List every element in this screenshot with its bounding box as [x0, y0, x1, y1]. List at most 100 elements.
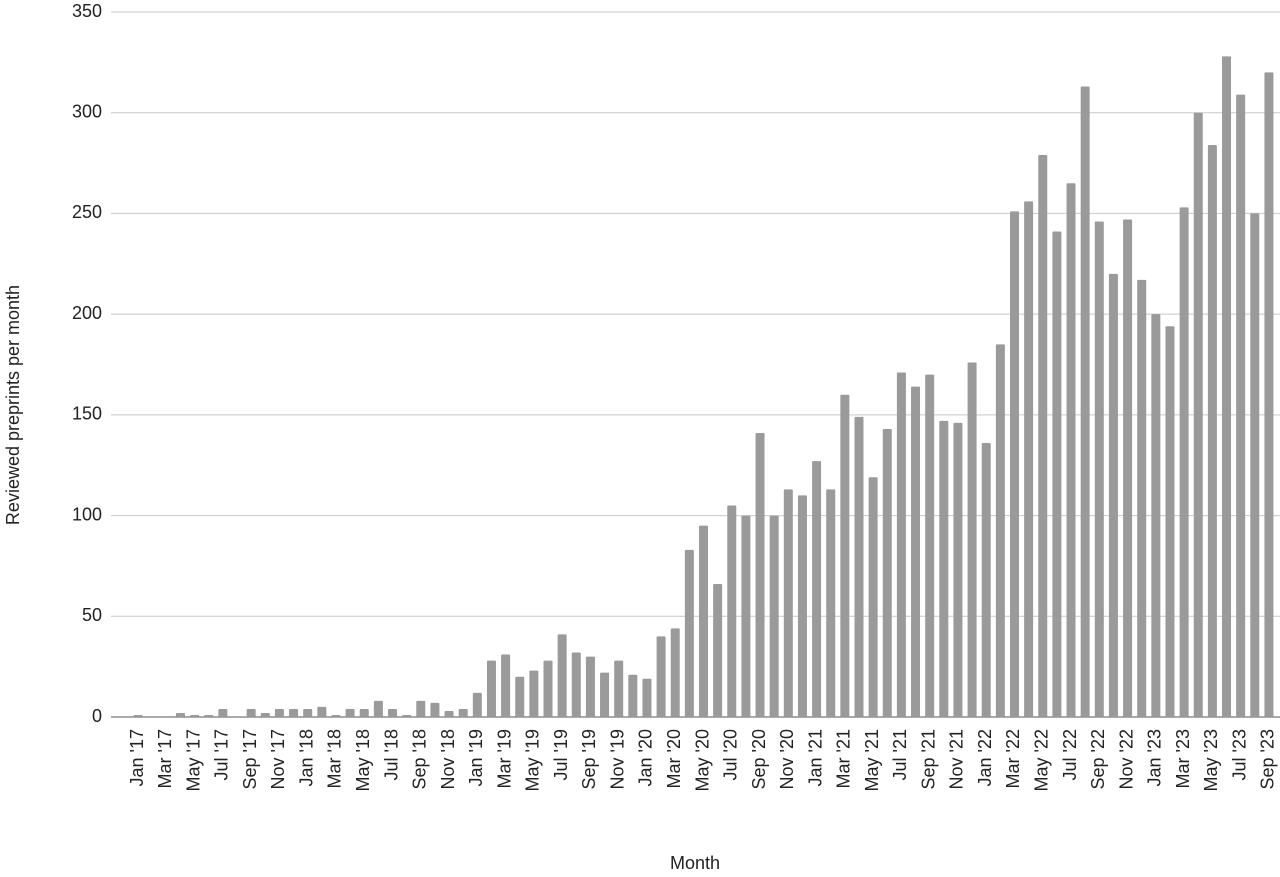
y-tick-label: 0 [92, 706, 102, 726]
bar [1038, 155, 1048, 717]
x-tick-label: Sep '22 [1088, 729, 1108, 790]
bar [769, 515, 779, 717]
bar [175, 712, 185, 717]
x-tick-label: May '17 [183, 729, 203, 791]
x-tick-label: May '20 [692, 729, 712, 791]
bar [1151, 314, 1161, 717]
bar [911, 386, 921, 717]
bar [882, 428, 892, 717]
bar [642, 678, 652, 717]
bar [1179, 207, 1189, 717]
bar [812, 461, 822, 717]
y-tick-label: 250 [72, 202, 102, 222]
y-axis-title: Reviewed preprints per month [3, 285, 23, 525]
bar [670, 628, 680, 717]
x-tick-label: Jul '23 [1229, 729, 1249, 780]
y-tick-label: 300 [72, 101, 102, 121]
x-tick-label: Nov '22 [1116, 729, 1136, 789]
bar [656, 636, 666, 717]
x-tick-label: Jan '21 [805, 729, 825, 786]
y-tick-label: 50 [82, 605, 102, 625]
bar [783, 489, 793, 717]
bar [246, 708, 256, 717]
x-tick-label: Mar '22 [1003, 729, 1023, 788]
bar [1165, 326, 1175, 717]
bar [190, 714, 200, 717]
x-tick-label: Jan '17 [127, 729, 147, 786]
bar [1137, 279, 1147, 717]
bar [501, 654, 511, 717]
x-tick-label: Sep '18 [410, 729, 430, 790]
x-tick-label: Sep '17 [240, 729, 260, 790]
bar [699, 525, 708, 717]
bar [727, 505, 737, 717]
bar [741, 515, 751, 717]
bar [967, 362, 977, 717]
bar [995, 344, 1005, 717]
x-tick-label: Jul '22 [1060, 729, 1080, 780]
bar [529, 670, 539, 717]
y-tick-label: 100 [72, 504, 102, 524]
x-tick-label: Jan '22 [975, 729, 995, 786]
x-tick-label: May '23 [1201, 729, 1221, 791]
bar [896, 372, 906, 717]
bar [543, 660, 553, 717]
x-tick-label: Mar '20 [664, 729, 684, 788]
x-tick-label: Nov '19 [607, 729, 627, 789]
bar [274, 708, 284, 717]
bar [204, 714, 214, 717]
bar [797, 495, 807, 717]
bar [359, 708, 369, 717]
bar [515, 676, 525, 717]
bar [388, 708, 398, 717]
bar [953, 422, 963, 717]
bar [826, 489, 836, 717]
bar [868, 477, 878, 717]
bar [684, 549, 694, 717]
bar [1108, 273, 1118, 717]
bar [1024, 201, 1034, 718]
x-tick-label: Mar '19 [494, 729, 514, 788]
x-tick-label: Jan '23 [1145, 729, 1165, 786]
y-tick-label: 150 [72, 404, 102, 424]
x-tick-label: Nov '21 [947, 729, 967, 789]
x-tick-label: Sep '19 [579, 729, 599, 790]
bar [939, 420, 949, 717]
bar [557, 634, 567, 717]
bar [218, 708, 228, 717]
bar [1193, 112, 1203, 717]
bar [1222, 56, 1232, 718]
x-tick-label: May '21 [862, 729, 882, 791]
bar [373, 700, 383, 717]
bar [854, 416, 864, 717]
bar [402, 714, 412, 717]
bar [430, 702, 440, 717]
bar [133, 714, 143, 717]
x-tick-label: Jul '17 [212, 729, 232, 780]
x-tick-label: Jan '19 [466, 729, 486, 786]
bar [1207, 144, 1217, 717]
bar [416, 700, 426, 717]
bar [303, 708, 313, 717]
y-tick-label: 200 [72, 303, 102, 323]
x-tick-label: Sep '20 [749, 729, 769, 790]
x-axis-title: Month [670, 853, 720, 873]
bar [981, 443, 991, 717]
bar [331, 714, 341, 717]
x-tick-label: Nov '20 [777, 729, 797, 789]
bar [1250, 213, 1260, 717]
bar [628, 674, 638, 717]
x-tick-label: May '18 [353, 729, 373, 791]
bar [1094, 221, 1104, 717]
x-tick-label: Jul '21 [890, 729, 910, 780]
bar [571, 652, 581, 717]
bar [1264, 72, 1274, 717]
bar [1052, 231, 1062, 718]
x-tick-label: Mar '18 [325, 729, 345, 788]
x-tick-label: May '19 [523, 729, 543, 791]
bar [755, 432, 765, 717]
bar [840, 394, 850, 717]
x-tick-label: Mar '17 [155, 729, 175, 788]
bar [472, 692, 482, 717]
